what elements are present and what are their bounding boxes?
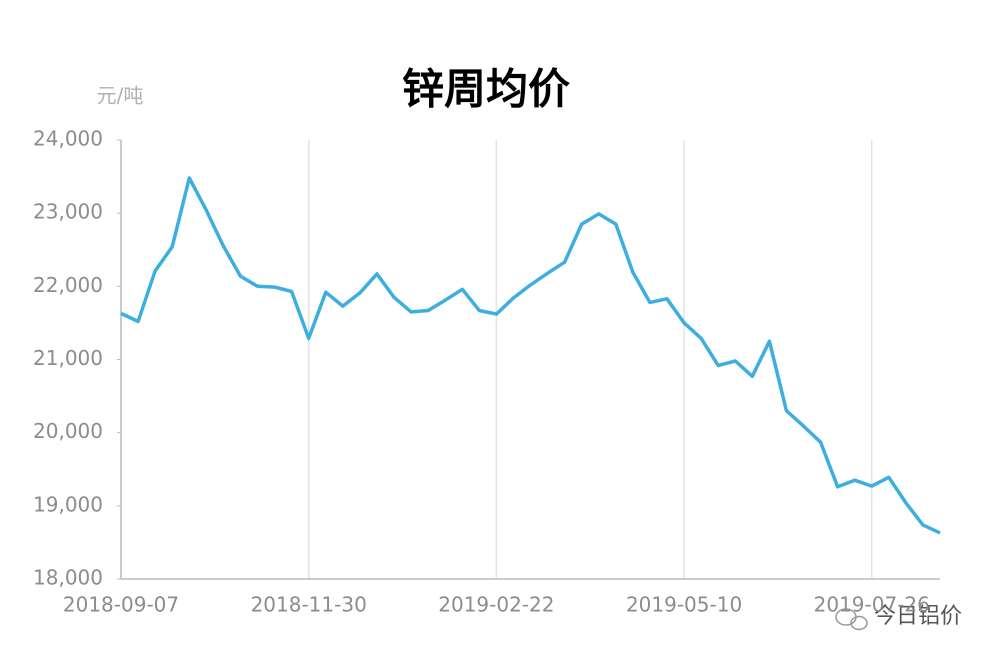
x-tick-label: 2019-07-26: [814, 593, 930, 617]
x-tick-label: 2018-11-30: [251, 593, 367, 617]
line-series: [120, 176, 941, 535]
y-tick-label: 22,000: [33, 273, 103, 297]
y-tick-label: 18,000: [33, 566, 103, 590]
y-tick-label: 20,000: [33, 419, 103, 443]
x-tick-label: 2019-05-10: [626, 593, 742, 617]
y-tick-label: 19,000: [33, 492, 103, 516]
y-tick-label: 24,000: [33, 127, 103, 151]
x-tick-label: 2019-02-22: [438, 593, 554, 617]
y-tick-label: 23,000: [33, 200, 103, 224]
chart-title: 锌周均价: [402, 65, 570, 114]
y-unit: 元/吨: [97, 84, 144, 108]
y-tick-label: 21,000: [33, 346, 103, 370]
watermark: 今日铝价: [874, 604, 962, 629]
x-tick-label: 2018-09-07: [63, 593, 179, 617]
watermark-icon: [835, 608, 868, 631]
